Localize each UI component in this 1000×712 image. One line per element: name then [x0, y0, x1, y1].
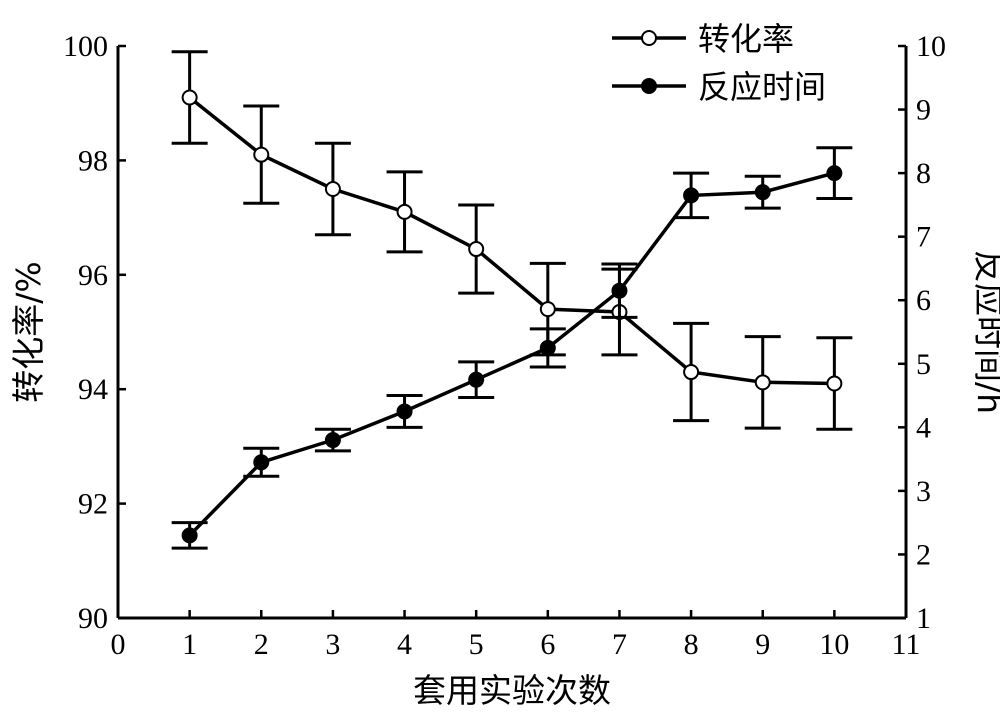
x-tick-label: 6 — [540, 628, 555, 661]
conversion-point — [754, 374, 771, 391]
conversion-point — [181, 89, 198, 106]
right-y-axis-title: 反应时间/h — [970, 250, 1000, 414]
series-reaction-time — [171, 146, 853, 550]
left-y-tick-label: 96 — [78, 259, 108, 292]
left-y-tick-label: 100 — [63, 30, 108, 63]
legend-item-reaction-time: 反应时间 — [612, 68, 826, 106]
left-y-tick-label: 94 — [78, 373, 108, 406]
legend-conversion-marker — [641, 30, 657, 46]
reaction-time-point — [253, 454, 270, 471]
x-tick-label: 3 — [325, 628, 340, 661]
series-layer — [171, 50, 853, 550]
reaction-time-point — [683, 187, 700, 204]
right-y-tick-label: 6 — [916, 284, 931, 317]
x-tick-label: 1 — [182, 628, 197, 661]
ticks: 0 1 2 3 4 5 6 7 8 9 10 11 90 92 94 96 98 100 1 2 3 4 5 6 7 8 9 10 — [63, 30, 946, 661]
right-y-tick-label: 2 — [916, 538, 931, 571]
x-tick-label: 4 — [397, 628, 412, 661]
x-tick-label: 7 — [612, 628, 627, 661]
axes — [116, 46, 908, 620]
right-y-tick-label: 5 — [916, 348, 931, 381]
legend-reaction-time-label: 反应时间 — [698, 68, 826, 106]
left-y-axis-title: 转化率/% — [9, 261, 48, 402]
right-y-tick-label: 4 — [916, 411, 931, 444]
series-conversion — [171, 50, 853, 431]
x-tick-label: 9 — [755, 628, 770, 661]
x-tick-label: 2 — [254, 628, 269, 661]
legend-item-conversion: 转化率 — [612, 20, 794, 58]
right-y-tick-label: 1 — [916, 602, 931, 635]
right-y-tick-label: 10 — [916, 30, 946, 63]
left-y-tick-label: 90 — [78, 602, 108, 635]
reaction-time-point — [468, 371, 485, 388]
conversion-point — [826, 375, 843, 392]
left-y-tick-label: 98 — [78, 144, 108, 177]
reaction-time-point — [181, 527, 198, 544]
legend: 转化率 反应时间 — [612, 20, 826, 106]
right-y-tick-label: 3 — [916, 475, 931, 508]
conversion-point — [683, 364, 700, 381]
right-y-tick-label: 9 — [916, 94, 931, 127]
conversion-point — [253, 146, 270, 163]
x-tick-label: 10 — [819, 628, 849, 661]
conversion-point — [539, 301, 556, 318]
reaction-time-point — [826, 165, 843, 182]
x-tick-label: 5 — [469, 628, 484, 661]
reaction-time-point — [396, 403, 413, 420]
legend-reaction-time-marker — [641, 78, 657, 94]
left-y-tick-label: 92 — [78, 488, 108, 521]
reaction-time-point — [539, 339, 556, 356]
reaction-time-point — [611, 282, 628, 299]
reaction-time-point — [324, 432, 341, 449]
x-tick-label: 8 — [684, 628, 699, 661]
reaction-time-point — [754, 184, 771, 201]
conversion-point — [396, 203, 413, 220]
conversion-point — [468, 241, 485, 258]
right-y-tick-label: 7 — [916, 221, 931, 254]
conversion-point — [324, 181, 341, 197]
x-tick-label: 0 — [111, 628, 126, 661]
x-axis-title: 套用实验次数 — [413, 671, 611, 710]
conversion-line — [188, 96, 835, 386]
x-tick-label: 11 — [892, 628, 921, 661]
right-y-tick-label: 8 — [916, 157, 931, 190]
reaction-time-line — [188, 171, 835, 537]
legend-conversion-label: 转化率 — [698, 20, 794, 58]
